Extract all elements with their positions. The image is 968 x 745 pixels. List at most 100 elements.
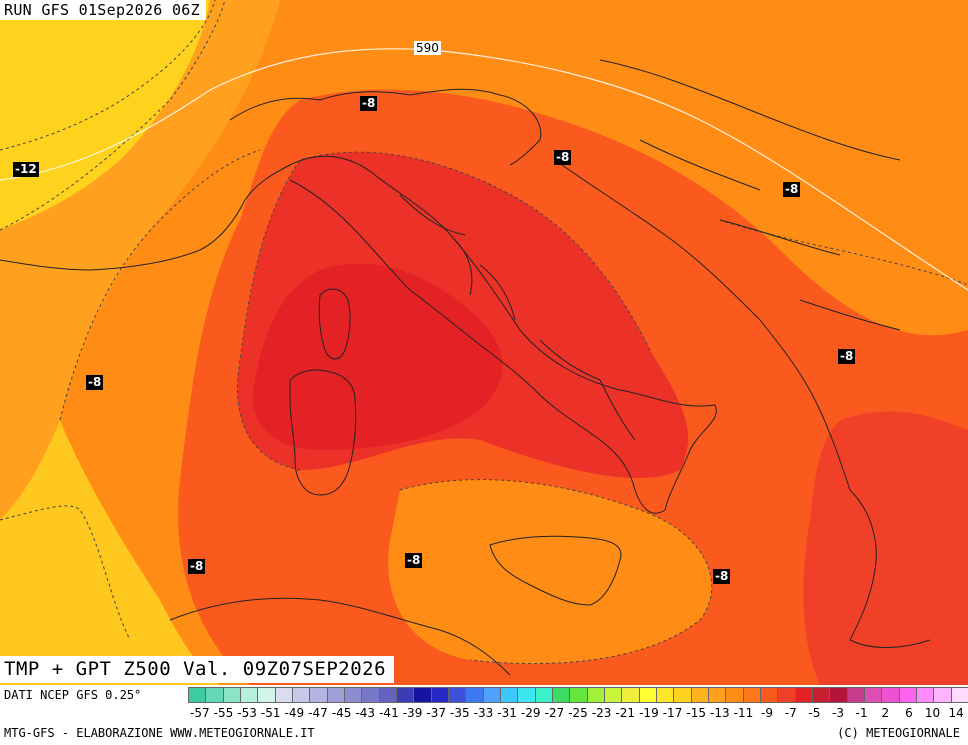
colorbar-tick-label: 6	[905, 706, 913, 720]
colorbar-swatch	[604, 687, 623, 703]
colorbar-swatch	[517, 687, 536, 703]
colorbar-swatch	[708, 687, 727, 703]
colorbar-swatch	[777, 687, 796, 703]
coastline-france	[0, 164, 291, 271]
colorbar-swatch	[933, 687, 952, 703]
coastline-balkans	[554, 159, 851, 491]
colorbar-swatch	[222, 687, 241, 703]
isotherm-label: -8	[713, 569, 731, 584]
isotherm-label: -8	[783, 182, 801, 197]
colorbar-tick-label: -23	[591, 706, 612, 720]
colorbar-swatch	[465, 687, 484, 703]
zone-cold-northwest	[0, 0, 210, 230]
colorbar-swatch	[534, 687, 553, 703]
colorbar-tick-label: 10	[924, 706, 941, 720]
colorbar-tick-label: -7	[784, 706, 797, 720]
colorbar-ticks: -57 -55 -53 -51 -49 -47 -45 -43 -41 -39 -37 -35 -33-…	[188, 706, 968, 722]
zone-south-sea	[388, 479, 712, 664]
isotherm-contour	[399, 479, 713, 665]
colorbar-swatch	[794, 687, 813, 703]
colorbar-tick-label: -29	[520, 706, 541, 720]
border-alps	[229, 88, 542, 166]
zone-southwest	[0, 420, 220, 685]
colorbar-swatch	[396, 687, 415, 703]
colorbar-swatch	[326, 687, 345, 703]
colorbar-tick-label: -47	[308, 706, 328, 720]
isotherm-contour	[59, 149, 261, 421]
zone-east-red	[803, 411, 968, 685]
colorbar-swatch	[829, 687, 848, 703]
zone-west	[0, 0, 280, 520]
colorbar-tick-label: -35	[450, 706, 470, 720]
colorbar-swatch	[656, 687, 675, 703]
isotherm-contour	[0, 0, 226, 231]
colorbar-swatch	[898, 687, 917, 703]
colorbar-swatch	[274, 687, 293, 703]
colorbar-swatch	[240, 687, 259, 703]
colorbar-swatch	[500, 687, 519, 703]
colorbar-swatch	[482, 687, 501, 703]
colorbar-tick-label: -39	[402, 706, 423, 720]
colorbar-tick-label: -33	[473, 706, 494, 720]
run-label: RUN GFS 01Sep2026 06Z	[0, 0, 206, 20]
temperature-colorbar	[188, 687, 968, 704]
colorbar-swatch	[205, 687, 224, 703]
colorbar-swatch	[864, 687, 883, 703]
colorbar-tick-label: -51	[260, 706, 281, 720]
coastline-africa	[169, 597, 511, 676]
colorbar-swatch	[448, 687, 467, 703]
colorbar-swatch	[742, 687, 761, 703]
isotherm-label: -12	[13, 162, 39, 177]
colorbar-swatch	[309, 687, 328, 703]
colorbar-tick-label: -55	[213, 706, 234, 720]
colorbar-swatch	[292, 687, 311, 703]
isotherm-contour	[0, 0, 216, 151]
map-title: TMP + GPT Z500 Val. 09Z07SEP2026	[0, 656, 395, 683]
isotherm-label: -8	[554, 150, 572, 165]
colorbar-tick-label: 2	[881, 706, 890, 720]
colorbar-swatch	[569, 687, 588, 703]
coastline-sardinia	[289, 369, 357, 496]
colorbar-tick-label: -31	[497, 706, 517, 720]
colorbar-swatch	[413, 687, 432, 703]
gpt-590-label: 590	[414, 41, 441, 55]
colorbar-swatch	[430, 687, 449, 703]
colorbar-tick-label: -1	[855, 706, 868, 720]
colorbar-swatch	[673, 687, 692, 703]
colorbar-swatch	[760, 687, 779, 703]
colorbar-swatch	[257, 687, 276, 703]
colorbar-tick-label: -25	[568, 706, 588, 720]
credit-left: MTG-GFS - ELABORAZIONE WWW.METEOGIORNALE…	[4, 726, 315, 740]
colorbar-tick-label: -41	[379, 706, 399, 720]
colorbar-swatch	[881, 687, 900, 703]
zone-deep-red	[252, 263, 503, 450]
colorbar-swatch	[344, 687, 363, 703]
border-east	[599, 59, 901, 331]
colorbar-tick-label: -53	[237, 706, 257, 720]
colorbar-swatch	[586, 687, 605, 703]
colorbar-swatch	[725, 687, 744, 703]
credit-right: (C) METEOGIORNALE	[837, 726, 960, 740]
isotherm-label: -8	[86, 375, 104, 390]
colorbar-swatch	[846, 687, 865, 703]
colorbar-tick-label: 14	[948, 706, 964, 720]
colorbar-tick-label: -27	[544, 706, 565, 720]
colorbar-tick-label: -11	[733, 706, 754, 720]
colorbar-swatch	[812, 687, 831, 703]
coastline-greece	[849, 489, 931, 648]
colorbar-tick-label: -19	[639, 706, 659, 720]
colorbar-tick-label: -5	[808, 706, 821, 720]
isotherm-label: -8	[405, 553, 423, 568]
colorbar-tick-label: -17	[662, 706, 683, 720]
isotherm-contour	[0, 505, 131, 641]
data-source-label: DATI NCEP GFS 0.25°	[4, 688, 142, 702]
temperature-map	[0, 0, 968, 685]
colorbar-tick-label: -3	[832, 706, 844, 720]
coastline-sicily	[489, 535, 622, 606]
colorbar-swatch	[621, 687, 640, 703]
colorbar-swatch	[638, 687, 657, 703]
colorbar-swatch	[361, 687, 380, 703]
colorbar-tick-label: -57	[190, 706, 210, 720]
colorbar-swatch	[950, 687, 968, 703]
colorbar-tick-label: -49	[284, 706, 305, 720]
